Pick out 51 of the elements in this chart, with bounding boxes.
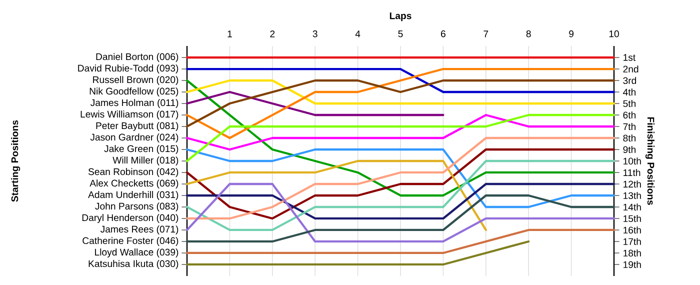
series-label: Alex Checketts (069)	[90, 180, 178, 188]
x-tick-label: 6	[441, 30, 446, 38]
series-label: Lewis Williamson (017)	[80, 110, 178, 120]
x-axis-title: Laps	[390, 12, 412, 22]
x-tick-label: 7	[484, 30, 488, 38]
series-label: Jake Green (015)	[104, 145, 178, 154]
series-label: Lloyd Wallace (039)	[95, 248, 178, 258]
y2-tick-label: 18th	[624, 249, 641, 257]
y2-tick-label: 15th	[624, 214, 641, 222]
y2-tick-label: 6th	[623, 111, 636, 119]
y2-tick-label: 9th	[623, 146, 636, 154]
y2-tick-label: 11th	[624, 168, 640, 176]
y2-tick-label: 13th	[624, 192, 641, 200]
y2-axis-title: Finishing Positions	[645, 117, 654, 205]
series-label: Daryl Henderson (040)	[82, 214, 178, 223]
x-tick-label: 4	[355, 30, 360, 38]
y2-tick-label: 7th	[623, 122, 636, 130]
text: Starting Positions	[11, 120, 20, 202]
y2-tick-label: 10th	[624, 157, 641, 165]
y2-tick-label: 19th	[624, 260, 641, 268]
series-label: James Rees (071)	[100, 226, 178, 234]
y2-tick-label: 3rd	[623, 76, 636, 84]
y2-tick-label: 5th	[623, 100, 636, 108]
y2-tick-label: 1st	[624, 54, 636, 61]
series-label: James Holman (011)	[90, 99, 178, 108]
series-label: Peter Baybutt (081)	[96, 122, 178, 131]
y2-tick-label: 8th	[623, 134, 636, 142]
y2-tick-label: 17th	[624, 238, 641, 246]
y2-tick-label: 2nd	[623, 65, 638, 73]
series-label: John Parsons (083)	[95, 202, 178, 212]
series-label: Adam Underhill (031)	[88, 191, 178, 200]
x-tick-label: 8	[526, 30, 531, 38]
x-tick-label: 2	[270, 30, 275, 38]
y2-tick-label: 4th	[623, 88, 636, 96]
x-tick-label: 5	[398, 30, 403, 38]
series-label: Russell Brown (020)	[93, 76, 178, 85]
series-label: Catherine Foster (046)	[82, 237, 178, 246]
y2-tick-label: 14th	[624, 203, 641, 211]
series-label: Daniel Borton (006)	[96, 53, 178, 62]
series-label: Will Miller (018)	[112, 156, 178, 166]
x-tick-label: 10	[609, 30, 619, 38]
x-tick-label: 9	[569, 30, 574, 38]
series-label: Nik Goodfellow (025)	[90, 88, 178, 96]
series-label: David Rubie-Todd (093)	[78, 64, 178, 74]
x-tick-label: 3	[312, 30, 318, 38]
series-label: Jason Gardner (024)	[90, 134, 178, 142]
y2-tick-label: 16th	[624, 226, 641, 234]
series-label: Sean Robinson (042)	[88, 168, 178, 177]
x-tick-label: 1	[228, 30, 232, 38]
series-label: Katsuhisa Ikuta (030)	[88, 260, 178, 269]
y2-tick-label: 12th	[624, 180, 641, 188]
